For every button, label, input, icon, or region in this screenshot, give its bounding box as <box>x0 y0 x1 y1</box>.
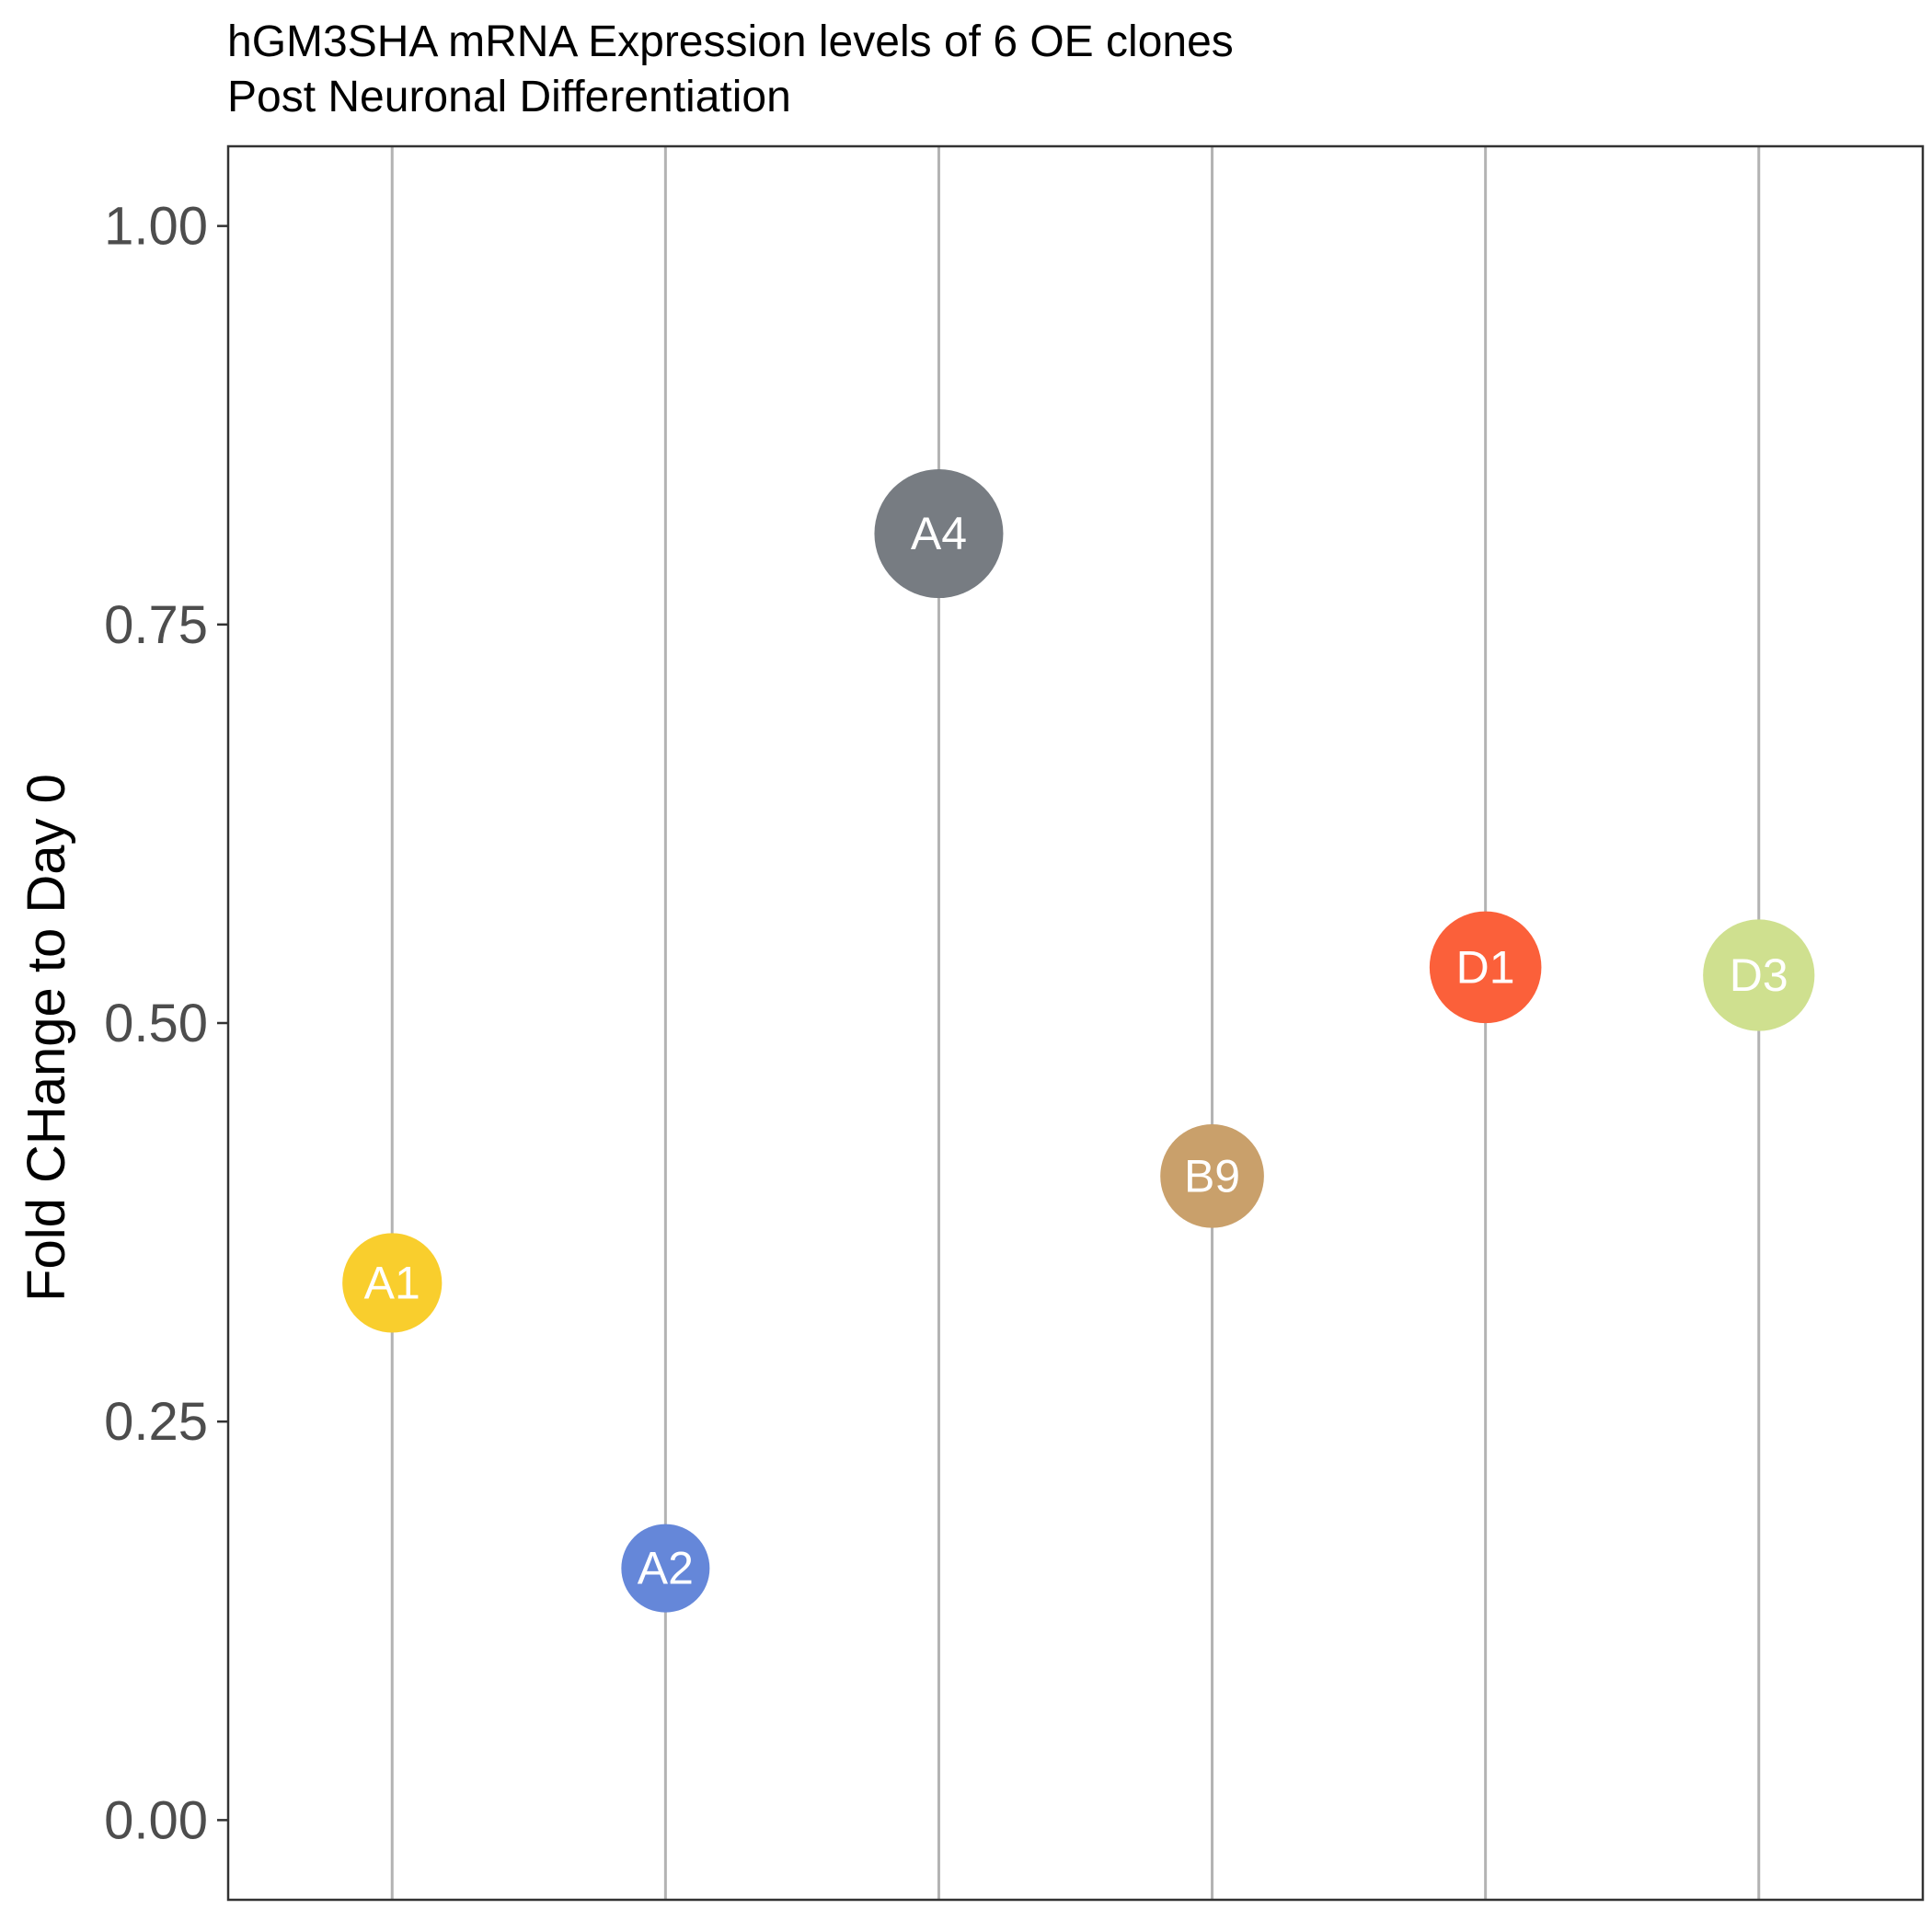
point-a2 <box>621 1524 710 1613</box>
data-points: A1 A2 A4 B9 D1 D3 <box>342 469 1815 1613</box>
point-a4 <box>874 469 1004 599</box>
y-axis: 0.00 0.25 0.50 0.75 1.00 <box>104 197 228 1850</box>
plot-panel-border <box>226 144 1925 1902</box>
point-b9 <box>1160 1124 1264 1228</box>
point-label-a1: A1 <box>364 1257 420 1308</box>
grid-lines <box>390 146 1761 1900</box>
point-d3 <box>1703 919 1815 1031</box>
point-label-b9: B9 <box>1184 1150 1240 1202</box>
point-a1 <box>342 1233 443 1333</box>
point-label-d3: D3 <box>1730 949 1788 1001</box>
point-label-d1: D1 <box>1456 941 1515 993</box>
chart-subtitle: Post Neuronal Differentiation <box>227 73 791 121</box>
y-tick-label: 0.00 <box>104 1790 208 1850</box>
y-tick-label: 0.25 <box>104 1392 208 1452</box>
y-tick-label: 0.50 <box>104 994 208 1053</box>
y-tick-label: 1.00 <box>104 197 208 257</box>
point-label-a4: A4 <box>911 508 967 559</box>
point-d1 <box>1429 911 1542 1024</box>
chart-title: hGM3SHA mRNA Expression levels of 6 OE c… <box>227 17 1234 66</box>
y-tick-label: 0.75 <box>104 595 208 655</box>
y-axis-label: Fold CHange to Day 0 <box>17 774 76 1302</box>
point-label-a2: A2 <box>638 1543 694 1594</box>
